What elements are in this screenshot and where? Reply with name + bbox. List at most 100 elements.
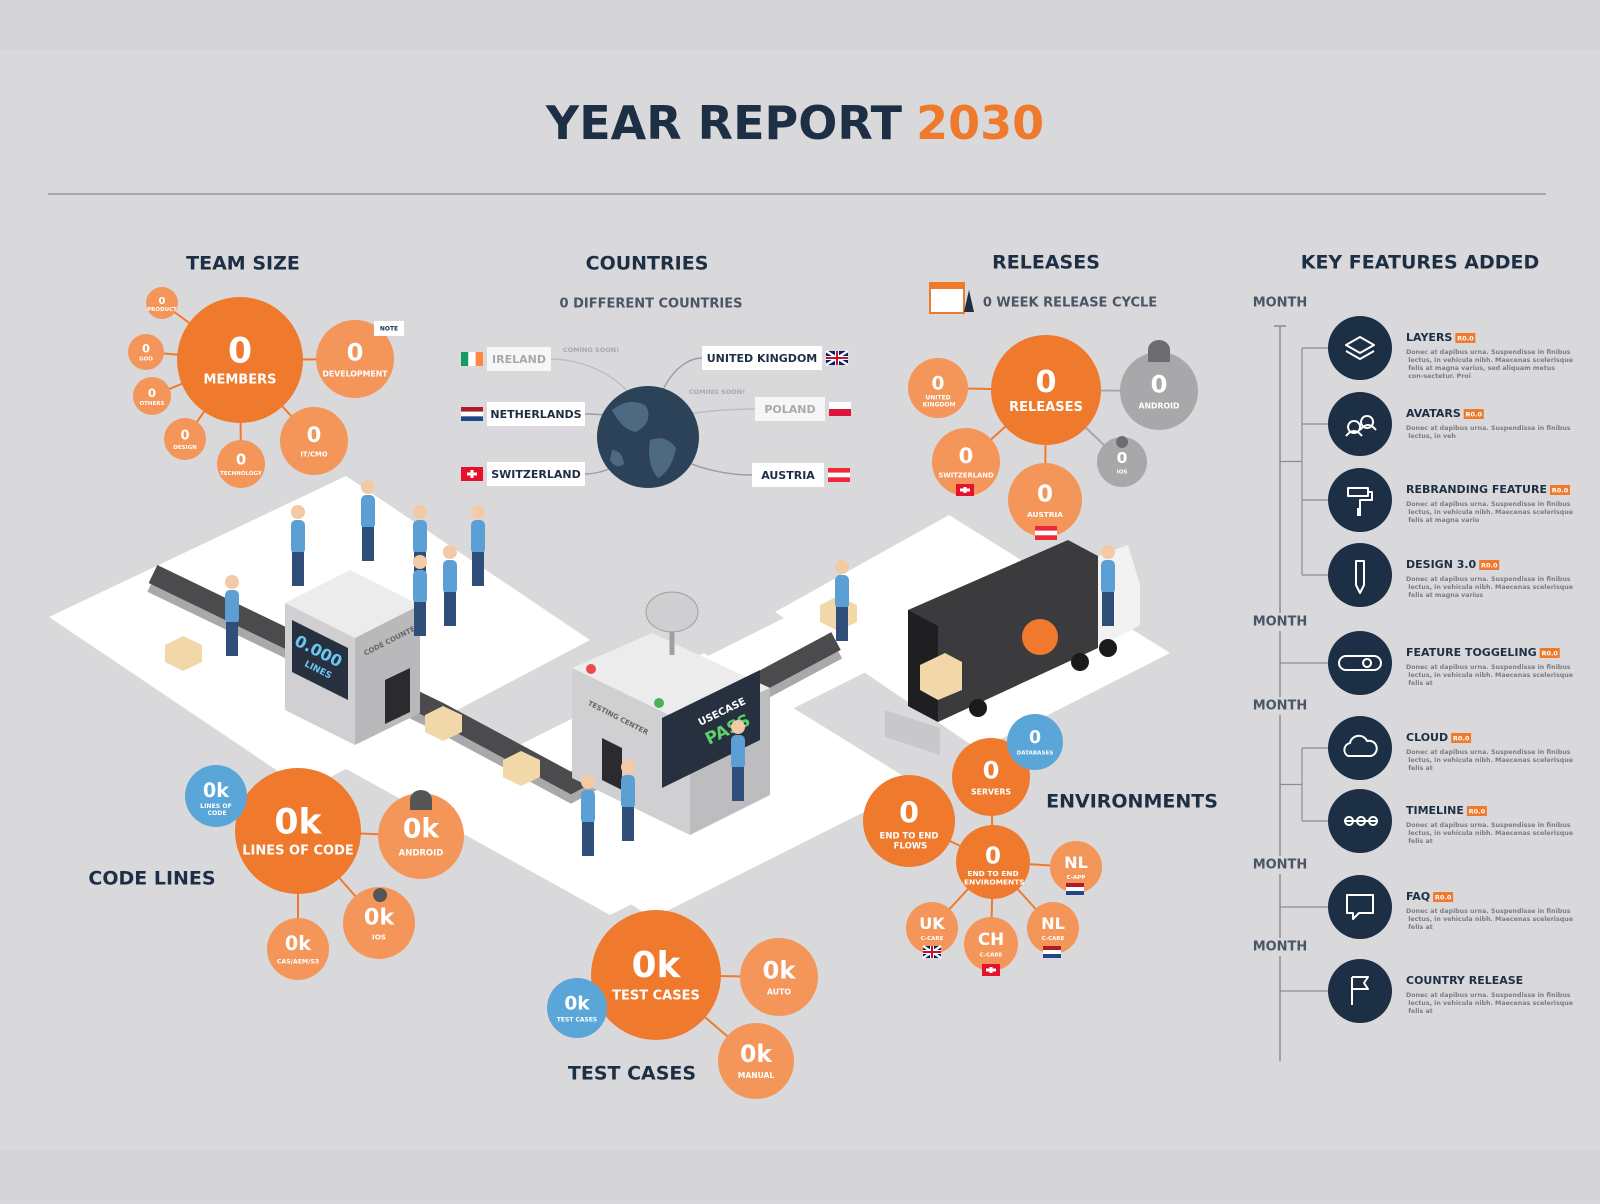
flag-part xyxy=(828,468,850,473)
flag-part xyxy=(986,968,996,972)
section-heading: COUNTRIES xyxy=(586,253,709,275)
bubble-value: 0 xyxy=(180,429,189,444)
path xyxy=(330,715,700,915)
bubble-value: 0 xyxy=(142,342,150,355)
bubble xyxy=(1050,841,1102,893)
bubble xyxy=(547,978,607,1038)
bubble xyxy=(280,407,348,475)
person-body xyxy=(413,520,427,554)
feature-name: DESIGN 3.0 xyxy=(1406,558,1477,571)
country-box xyxy=(487,347,551,371)
bottom-band xyxy=(0,1150,1600,1200)
feature-icon xyxy=(1328,959,1392,1023)
rocket-icon xyxy=(964,290,974,312)
bubble-label: IOS xyxy=(1117,470,1128,476)
feature-name: TIMELINE xyxy=(1406,804,1464,817)
country-name: IRELAND xyxy=(492,353,546,366)
country-box xyxy=(752,463,824,487)
bubble xyxy=(991,335,1101,445)
apple-icon xyxy=(373,888,388,902)
month-bg xyxy=(1252,613,1308,631)
flag xyxy=(461,407,483,421)
person-body xyxy=(621,775,635,809)
feature-glyph xyxy=(1347,487,1373,516)
person-legs xyxy=(414,602,426,636)
person-legs xyxy=(582,822,594,856)
flag-part xyxy=(1035,526,1057,531)
bubble-label: END TO END FLOWS xyxy=(880,831,939,851)
light xyxy=(586,664,596,674)
bubble-label: SERVERS xyxy=(971,788,1011,797)
light xyxy=(654,698,664,708)
person-legs xyxy=(444,592,456,626)
feature-description: Donec at dapibus urna. Suspendisse in fi… xyxy=(1406,822,1573,845)
bubble-label: DEVELOPMENT xyxy=(322,370,388,379)
country-name: NETHERLANDS xyxy=(490,408,581,421)
globe-land xyxy=(610,401,676,478)
feature-name: REBRANDING FEATURE xyxy=(1406,483,1547,496)
bubble-label: RELEASES xyxy=(1009,400,1083,415)
country-box xyxy=(487,462,585,486)
bubble-value: 0k xyxy=(274,802,322,842)
bubble-label: IOS xyxy=(372,932,386,941)
bubble-label: MEMBERS xyxy=(204,373,277,388)
flag xyxy=(825,349,849,367)
coming-soon: COMING SOON! xyxy=(689,388,745,396)
month-label: MONTH xyxy=(1253,858,1308,873)
bubble xyxy=(740,938,818,1016)
title-text: YEAR REPORT xyxy=(545,96,903,150)
feature-tag-bg xyxy=(1549,485,1570,495)
flag-part xyxy=(468,352,476,366)
feature-description: Donec at dapibus urna. Suspendisse in fi… xyxy=(1406,349,1573,380)
feature-glyph xyxy=(1345,336,1375,360)
flag-part xyxy=(475,352,483,366)
feature-tag: R0.0 xyxy=(1453,735,1470,743)
person-body xyxy=(225,590,239,624)
flag xyxy=(1066,883,1084,895)
bubble xyxy=(1007,714,1063,770)
feature-tag: R0.0 xyxy=(1469,808,1486,816)
truck-logo xyxy=(1022,619,1058,655)
bubble xyxy=(128,334,164,370)
box xyxy=(920,653,962,700)
country-box xyxy=(487,402,585,426)
box xyxy=(425,706,462,741)
flag xyxy=(922,944,942,960)
bubble xyxy=(316,320,394,398)
feature-name: COUNTRY RELEASE xyxy=(1406,974,1523,987)
feature-tag-bg xyxy=(1463,409,1484,419)
person-head xyxy=(1101,545,1115,559)
flag-part xyxy=(461,407,483,412)
bubble-value: 0k xyxy=(632,945,682,986)
bubble-value: 0 xyxy=(307,422,322,447)
feature-tag-bg xyxy=(1539,648,1560,658)
flag xyxy=(956,484,974,496)
bubble-value: 0 xyxy=(1117,449,1128,467)
apple-icon xyxy=(1116,436,1129,448)
flag-part xyxy=(461,416,483,421)
bubble xyxy=(863,775,955,867)
bubble xyxy=(267,918,329,980)
person-body xyxy=(1101,560,1115,594)
feature-tag-bg xyxy=(1455,333,1476,343)
bubble-value: 0k xyxy=(740,1040,773,1068)
feature-name: AVATARS xyxy=(1406,407,1461,420)
bubble-value: 0 xyxy=(1037,481,1053,507)
bubble-label: C-APP xyxy=(1067,875,1086,881)
person-body xyxy=(413,570,427,604)
person-legs xyxy=(226,622,238,656)
person-body xyxy=(291,520,305,554)
bubble-value: NL xyxy=(1041,914,1065,933)
feature-icon xyxy=(1328,875,1392,939)
person-body xyxy=(361,495,375,529)
feature-name: FEATURE TOGGELING xyxy=(1406,646,1537,659)
note: NOTE xyxy=(380,326,398,333)
feature-name: LAYERS xyxy=(1406,331,1452,344)
person-legs xyxy=(732,767,744,801)
bubble xyxy=(964,917,1018,971)
flag xyxy=(1035,526,1057,540)
bubble xyxy=(164,418,206,460)
feature-glyph xyxy=(1338,655,1382,671)
truck-ramp xyxy=(885,710,940,755)
